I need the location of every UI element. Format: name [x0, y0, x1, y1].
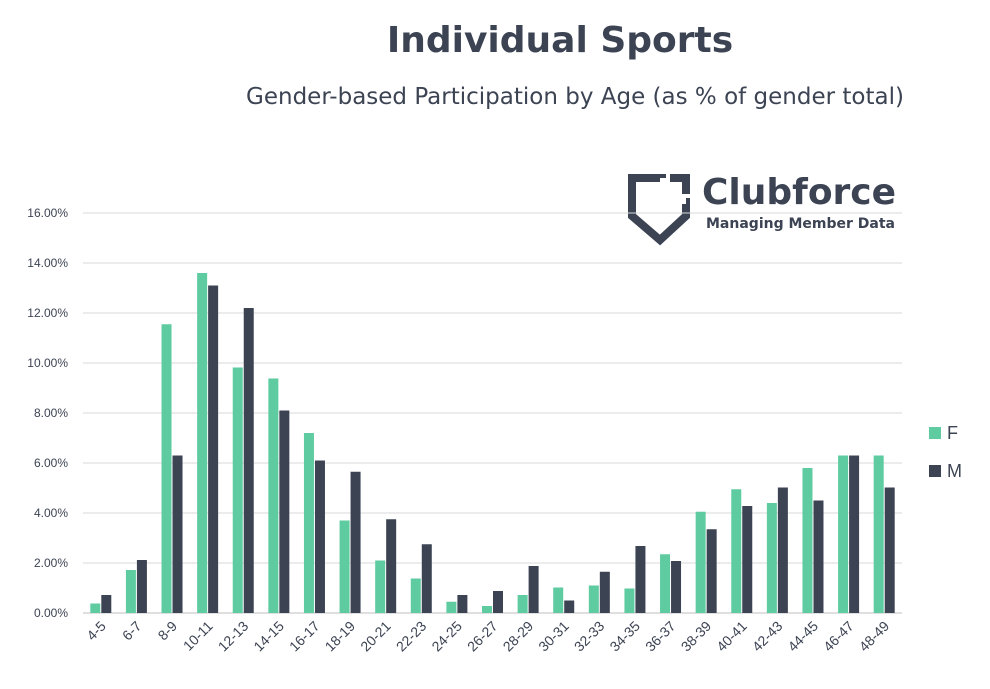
logo-tagline: Managing Member Data: [706, 216, 895, 232]
chart-subtitle: Gender-based Participation by Age (as % …: [246, 84, 904, 110]
y-tick-label: 0.00%: [34, 606, 68, 620]
chart-title: Individual Sports: [386, 20, 734, 61]
bar-f-38-39: [695, 511, 706, 613]
y-tick-label: 2.00%: [34, 556, 68, 570]
bar-f-26-27: [482, 606, 492, 613]
bar-f-4-5: [90, 603, 101, 613]
x-tick-label: 38-39: [678, 618, 715, 655]
y-tick-label: 8.00%: [34, 406, 68, 420]
x-tick-label: 12-13: [215, 618, 252, 655]
x-tick-label: 36-37: [642, 618, 679, 655]
y-axis-ticks: 0.00% 2.00% 4.00% 6.00% 8.00% 10.00% 12.00% 14.…: [27, 206, 68, 620]
bar-f-34-35: [624, 588, 635, 613]
x-tick-label: 34-35: [606, 618, 643, 655]
bar-f-42-43: [766, 503, 777, 613]
x-tick-label: 20-21: [357, 618, 394, 655]
bar-m-44-45: [813, 500, 824, 613]
bar-m-6-7: [136, 560, 147, 613]
clubforce-logo: Clubforce Managing Member Data: [624, 170, 924, 250]
x-tick-label: 48-49: [856, 618, 893, 655]
x-tick-label: 6-7: [119, 618, 145, 644]
legend-label-f: F: [947, 423, 958, 443]
bar-m-20-21: [386, 519, 397, 613]
x-tick-label: 24-25: [428, 618, 465, 655]
gridlines: [83, 212, 902, 614]
bar-f-36-37: [660, 554, 671, 613]
bar-m-30-31: [564, 600, 575, 613]
bar-m-24-25: [457, 595, 468, 613]
bar-f-22-23: [410, 578, 421, 613]
bar-f-48-49: [873, 455, 884, 613]
x-tick-label: 40-41: [713, 618, 750, 655]
bar-f-10-11: [197, 273, 208, 613]
bar-m-10-11: [208, 285, 219, 613]
bar-m-46-47: [849, 455, 860, 613]
bar-m-34-35: [635, 546, 646, 613]
bar-m-40-41: [742, 506, 753, 613]
x-tick-label: 14-15: [250, 618, 287, 655]
x-tick-label: 18-19: [322, 618, 359, 655]
y-tick-label: 14.00%: [27, 256, 68, 270]
x-tick-label: 44-45: [784, 618, 821, 655]
bar-m-32-33: [599, 571, 610, 613]
bar-f-16-17: [303, 433, 314, 613]
x-tick-label: 22-23: [393, 618, 430, 655]
x-tick-label: 46-47: [820, 618, 857, 655]
bar-f-6-7: [125, 570, 136, 613]
bar-f-30-31: [553, 587, 564, 613]
y-tick-label: 12.00%: [27, 306, 68, 320]
bar-f-32-33: [588, 585, 599, 613]
bar-f-8-9: [161, 324, 172, 613]
x-tick-label: 4-5: [83, 618, 109, 644]
bar-f-28-29: [517, 595, 528, 613]
bar-f-24-25: [446, 601, 457, 613]
y-tick-label: 10.00%: [27, 356, 68, 370]
bar-m-8-9: [172, 455, 183, 613]
x-tick-label: 28-29: [500, 618, 537, 655]
x-axis-ticks: 4-5 6-7 8-9 10-1112-1314-1516-1718-1920-212…: [83, 618, 892, 655]
legend: FM: [929, 423, 962, 481]
bar-m-28-29: [528, 566, 539, 613]
bar-m-26-27: [493, 591, 503, 613]
bar-f-46-47: [838, 455, 849, 613]
bar-m-16-17: [314, 460, 325, 613]
bar-f-44-45: [802, 468, 813, 613]
x-tick-label: 42-43: [749, 618, 786, 655]
bar-m-18-19: [350, 471, 361, 613]
bar-m-48-49: [884, 487, 895, 613]
bar-m-22-23: [421, 544, 432, 613]
bar-m-42-43: [777, 487, 788, 613]
bar-m-4-5: [101, 595, 112, 613]
clubforce-logo-icon: [628, 170, 694, 246]
x-tick-label: 8-9: [155, 618, 181, 644]
y-tick-label: 4.00%: [34, 506, 68, 520]
y-tick-label: 16.00%: [27, 206, 68, 220]
x-tick-label: 10-11: [180, 618, 216, 654]
bar-f-14-15: [268, 378, 279, 613]
x-tick-label: 30-31: [535, 618, 572, 655]
bars: [90, 273, 895, 613]
logo-wordmark: Clubforce: [702, 172, 897, 213]
x-tick-label: 26-27: [464, 618, 501, 655]
x-tick-label: 16-17: [286, 618, 323, 655]
bar-f-40-41: [731, 489, 742, 613]
bar-m-14-15: [279, 410, 290, 613]
legend-swatch-m: [929, 465, 941, 477]
bar-m-36-37: [671, 561, 682, 613]
bar-m-38-39: [706, 529, 717, 613]
x-tick-label: 32-33: [571, 618, 608, 655]
bar-f-12-13: [232, 367, 243, 613]
legend-label-m: M: [947, 461, 962, 481]
bar-f-18-19: [339, 520, 350, 613]
bar-m-12-13: [243, 308, 254, 613]
bar-f-20-21: [375, 560, 386, 613]
legend-swatch-f: [929, 427, 941, 439]
y-tick-label: 6.00%: [34, 456, 68, 470]
